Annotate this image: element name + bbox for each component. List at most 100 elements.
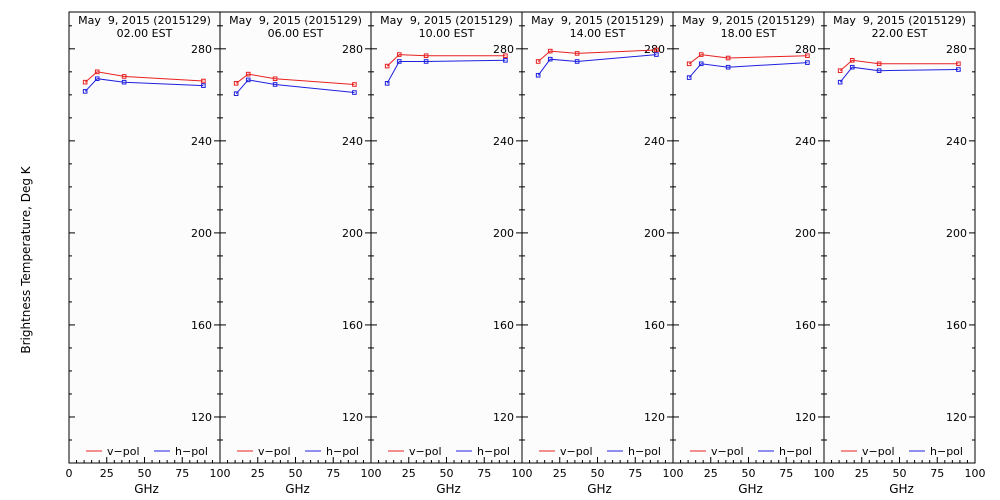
panel-frame [672,11,825,464]
data-point-h-pol [876,68,882,73]
data-point-h-pol [849,64,855,70]
y-tick-label: 200 [342,227,363,240]
data-point-v-pol [698,52,704,57]
data-point-v-pol [201,78,206,84]
x-tick-label: 50 [440,467,454,480]
series-line-v-pol [386,54,506,67]
series-line-v-pol [537,49,657,62]
panel-frame [219,11,372,464]
legend-label-h-pol: h−pol [326,445,359,458]
panel-3: May 9, 2015 (2015129)10.00 EST 120 160 200 2… [370,11,533,496]
data-point-h-pol [82,89,88,94]
y-tick-label: 120 [795,411,816,424]
legend-label-h-pol: h−pol [628,445,661,458]
series-line-v-pol [84,71,204,83]
x-tick-label: 50 [289,467,303,480]
data-point-h-pol [94,76,100,82]
series-line-h-pol [688,62,808,78]
data-point-v-pol [233,81,239,86]
x-tick-label: 50 [591,467,605,480]
data-point-h-pol [574,59,580,64]
panel-frame [823,11,976,464]
data-point-h-pol [547,56,553,62]
panel-frame [521,11,674,464]
panel-title-date: May 9, 2015 (2015129) [229,14,362,27]
x-tick-label: 25 [855,467,869,480]
data-point-v-pol [574,51,580,56]
panel-title-time: 22.00 EST [872,27,928,40]
panel-1: May 9, 2015 (2015129)02.00 EST 120 160 200 2… [66,11,231,496]
legend-label-v-pol: v−pol [409,445,442,458]
data-point-v-pol [272,76,278,82]
panel-frame [370,11,523,464]
x-tick-label: 50 [893,467,907,480]
legend-label-h-pol: h−pol [477,445,510,458]
y-tick-label: 120 [191,411,212,424]
series-line-h-pol [537,54,657,76]
x-tick-label: 75 [326,467,340,480]
data-point-v-pol [849,58,855,63]
y-tick-label: 160 [795,319,816,332]
x-tick-label: 75 [175,467,189,480]
x-axis-label: GHz [134,482,159,496]
series-line-h-pol [839,66,959,83]
data-point-h-pol [396,59,402,64]
data-point-h-pol [233,91,239,96]
panel-title-time: 06.00 EST [268,27,324,40]
panels-layer: May 9, 2015 (2015129)02.00 EST1201602002… [66,11,986,496]
series-line-v-pol [235,73,355,85]
data-point-h-pol [686,75,692,80]
y-tick-label: 160 [191,319,212,332]
x-axis-label: GHz [436,482,461,496]
y-axis-label: Brightness Temperature, Deg K [19,165,33,353]
panel-title-time: 18.00 EST [721,27,777,40]
data-point-v-pol [535,59,541,64]
data-point-h-pol [654,52,659,57]
data-point-v-pol [725,55,731,61]
y-tick-label: 280 [795,43,816,56]
legend-label-h-pol: h−pol [175,445,208,458]
data-point-v-pol [876,61,882,67]
legend-label-h-pol: h−pol [779,445,812,458]
series-line-v-pol [839,59,959,72]
x-tick-label: 75 [779,467,793,480]
legend-label-v-pol: v−pol [862,445,895,458]
x-tick-label: 50 [742,467,756,480]
x-tick-label: 100 [361,467,382,480]
x-axis-label: GHz [587,482,612,496]
series-line-h-pol [386,59,506,84]
x-tick-label: 100 [512,467,533,480]
data-point-v-pol [956,61,961,67]
data-point-h-pol [423,59,429,64]
data-point-h-pol [245,77,251,83]
data-point-v-pol [396,52,402,57]
x-tick-label: 25 [402,467,416,480]
x-tick-label: 100 [814,467,835,480]
data-point-h-pol [837,79,843,85]
x-axis-label: GHz [738,482,763,496]
x-tick-label: 75 [628,467,642,480]
data-point-h-pol [503,58,508,63]
data-point-v-pol [121,74,127,79]
panel-title-date: May 9, 2015 (2015129) [682,14,815,27]
y-tick-label: 160 [644,319,665,332]
legend-label-h-pol: h−pol [930,445,963,458]
data-point-v-pol [654,47,659,53]
x-tick-label: 100 [663,467,684,480]
legend-label-v-pol: v−pol [711,445,744,458]
data-point-h-pol [698,61,704,67]
y-tick-label: 240 [191,135,212,148]
y-tick-label: 200 [795,227,816,240]
series-line-h-pol [235,79,355,95]
x-tick-label: 0 [66,467,73,480]
panel-title-date: May 9, 2015 (2015129) [833,14,966,27]
data-point-v-pol [423,53,429,59]
data-point-h-pol [201,83,206,88]
x-axis-label: GHz [889,482,914,496]
panel-title-date: May 9, 2015 (2015129) [380,14,513,27]
data-point-v-pol [805,53,810,59]
legend-label-v-pol: v−pol [560,445,593,458]
x-tick-label: 25 [251,467,265,480]
data-point-v-pol [94,69,100,75]
x-axis-label: GHz [285,482,310,496]
